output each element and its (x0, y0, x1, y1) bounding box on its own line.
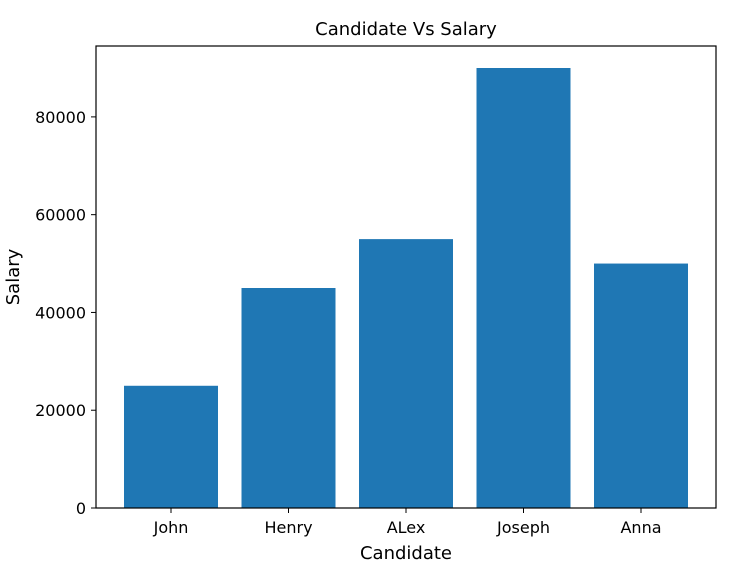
y-tick-label: 80000 (35, 108, 86, 127)
bar-john (124, 385, 218, 508)
x-tick-label: Anna (620, 518, 661, 537)
bar-joseph (476, 68, 571, 508)
bar-anna (594, 263, 688, 508)
y-tick-label: 20000 (35, 401, 86, 420)
y-axis-ticks: 0 20000 40000 60000 80000 (35, 108, 96, 518)
bar-alex (359, 239, 453, 508)
bars-group (124, 68, 688, 508)
y-tick-label: 40000 (35, 303, 86, 322)
y-tick-label: 60000 (35, 206, 86, 225)
x-axis-ticks: John Henry ALex Joseph Anna (153, 508, 662, 537)
x-tick-label: Henry (264, 518, 312, 537)
y-tick-label: 0 (76, 499, 86, 518)
chart-title: Candidate Vs Salary (315, 19, 497, 40)
x-axis-label: Candidate (360, 543, 452, 564)
y-axis-label: Salary (3, 248, 24, 305)
x-tick-label: John (153, 518, 189, 537)
x-tick-label: ALex (387, 518, 426, 537)
x-tick-label: Joseph (496, 518, 550, 537)
bar-henry (241, 288, 336, 508)
